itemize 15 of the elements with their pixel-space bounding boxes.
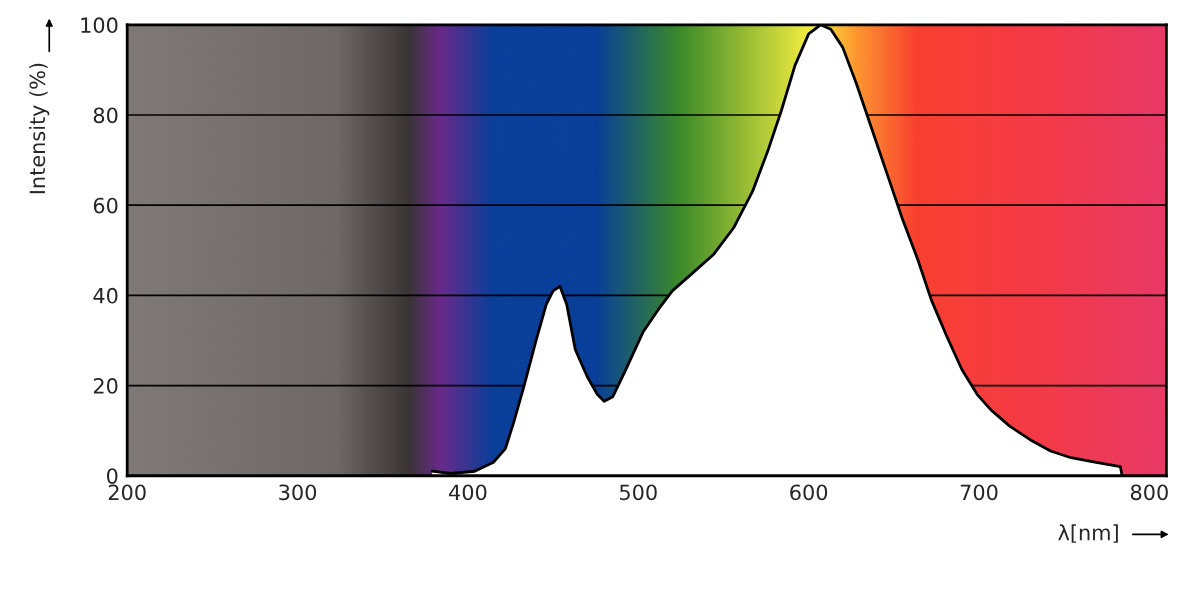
- y-tick-label: 40: [93, 287, 118, 304]
- y-tick-label: 20: [93, 378, 118, 394]
- x-axis-title: λ[nm]: [1058, 524, 1118, 543]
- y-tick-label: 60: [93, 197, 118, 214]
- x-tick-label: 800: [1130, 484, 1168, 501]
- x-tick-label: 200: [108, 484, 146, 501]
- y-tick-label: 100: [81, 17, 118, 34]
- y-tick-label: 80: [93, 107, 118, 124]
- x-tick-label: 400: [449, 484, 487, 501]
- x-tick-label: 500: [620, 484, 657, 501]
- y-tick-label: 0: [106, 468, 118, 484]
- x-tick-label: 700: [960, 484, 998, 501]
- x-tick-label: 300: [279, 484, 317, 501]
- x-tick-label: 600: [790, 484, 828, 501]
- y-axis-title: Intensity (%): [29, 63, 50, 194]
